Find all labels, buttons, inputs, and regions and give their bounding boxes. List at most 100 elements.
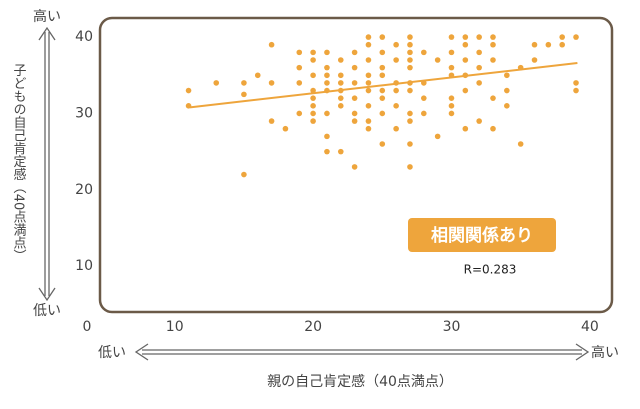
x-arrow (134, 343, 590, 361)
point (324, 110, 330, 117)
point (531, 41, 538, 48)
point (268, 41, 275, 48)
point (393, 103, 399, 109)
point (296, 64, 303, 71)
point (476, 64, 482, 71)
point (476, 49, 482, 56)
point (337, 148, 344, 155)
point (310, 103, 316, 109)
point (490, 41, 496, 48)
point (434, 133, 441, 140)
trend-line (189, 62, 578, 109)
point (448, 103, 455, 109)
x-tick-label: 40 (581, 319, 599, 335)
point (296, 80, 303, 86)
point (296, 49, 303, 56)
point (504, 103, 510, 109)
y-tick-label: 20 (75, 182, 93, 198)
y-tick-label: 10 (75, 258, 93, 274)
point (337, 57, 344, 63)
x-tick-label: 20 (304, 319, 322, 335)
y-tick-label: 30 (75, 105, 93, 121)
point (462, 34, 469, 40)
point (324, 133, 330, 140)
point (490, 95, 496, 101)
point (324, 80, 330, 86)
point (545, 41, 552, 48)
point (407, 141, 413, 147)
point (268, 118, 275, 124)
point (337, 80, 344, 86)
point (559, 41, 565, 48)
point (504, 87, 510, 94)
x-tick-label: 10 (166, 319, 184, 335)
y-arrow (38, 26, 56, 302)
point (365, 87, 372, 94)
point (185, 87, 192, 94)
point (351, 110, 358, 117)
point (365, 103, 372, 109)
point (407, 57, 413, 63)
point (407, 87, 413, 94)
point (365, 125, 372, 132)
point (365, 41, 372, 48)
point (559, 34, 565, 40)
point (241, 171, 247, 178)
point (448, 49, 455, 56)
point (310, 49, 316, 56)
point (365, 57, 372, 63)
point (365, 34, 372, 40)
point (476, 34, 482, 40)
point (421, 95, 427, 101)
point (490, 34, 496, 40)
badge-box (408, 218, 556, 252)
point (254, 72, 261, 79)
point (282, 125, 289, 132)
point (393, 125, 399, 132)
point (351, 95, 358, 101)
point (379, 49, 386, 56)
point (324, 148, 330, 155)
point (448, 64, 455, 71)
point (310, 95, 316, 101)
point (310, 110, 316, 117)
point (462, 87, 469, 94)
point (324, 72, 330, 79)
point (365, 72, 372, 79)
point (476, 118, 482, 124)
point (448, 110, 455, 117)
point (407, 49, 413, 56)
point (337, 103, 344, 109)
point (379, 64, 386, 71)
point (421, 49, 427, 56)
point (351, 49, 358, 56)
point (324, 64, 330, 71)
point (434, 57, 441, 63)
x-high: 高い (591, 344, 619, 361)
point (213, 80, 220, 86)
point (393, 87, 399, 94)
point (490, 125, 496, 132)
point (448, 95, 455, 101)
point (365, 80, 372, 86)
point (379, 72, 386, 79)
point (407, 110, 413, 117)
y-tick-label: 40 (75, 29, 93, 45)
point (241, 80, 247, 86)
point (268, 80, 275, 86)
point (351, 80, 358, 86)
x-tick-label: 30 (443, 319, 461, 335)
point (379, 87, 386, 94)
point (407, 41, 413, 48)
point (310, 118, 316, 124)
point (462, 57, 469, 63)
point (573, 87, 579, 94)
point (351, 118, 358, 124)
point (337, 72, 344, 79)
annotation: R=0.283 (464, 263, 517, 277)
point (407, 164, 413, 170)
point (310, 87, 316, 94)
point (517, 141, 524, 147)
point (324, 49, 330, 56)
point (379, 95, 386, 101)
